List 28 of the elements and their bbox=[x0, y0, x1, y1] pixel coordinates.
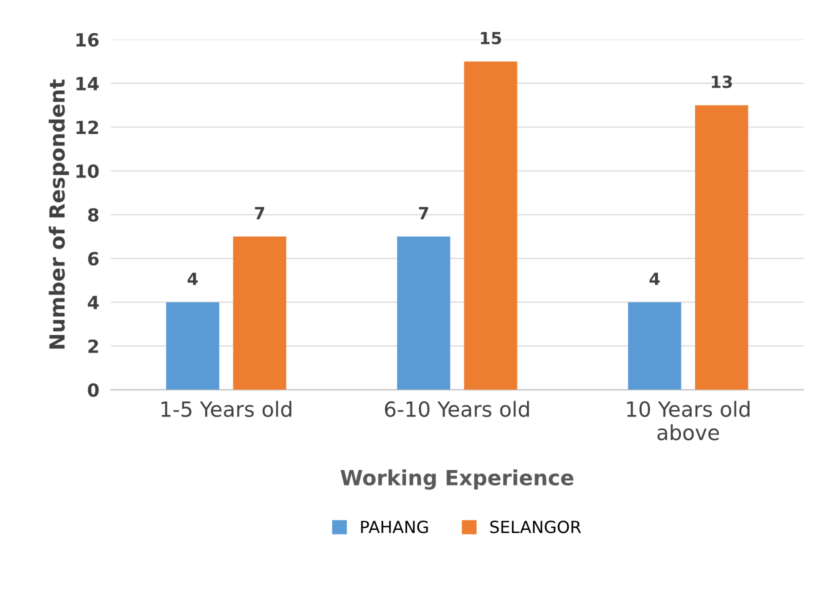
x-tick-label: 10 Years old above bbox=[627, 400, 750, 440]
y-tick-label: 2 bbox=[88, 339, 98, 353]
y-tick-label: 16 bbox=[76, 33, 99, 47]
y-tick-label: 6 bbox=[88, 252, 99, 266]
x-axis-title: Working Experience bbox=[340, 469, 574, 490]
y-tick-label: 0 bbox=[88, 383, 99, 397]
bar bbox=[166, 302, 220, 390]
data-label: 15 bbox=[480, 32, 502, 44]
y-tick-label: 14 bbox=[76, 77, 99, 90]
bar bbox=[695, 105, 748, 390]
legend-label: SELANGOR bbox=[490, 520, 581, 534]
y-tick-label: 12 bbox=[76, 120, 98, 134]
x-tick-label: 6-10 Years old bbox=[384, 400, 529, 417]
y-tick-label: 8 bbox=[88, 208, 98, 222]
data-label: 7 bbox=[254, 207, 264, 220]
data-label: 13 bbox=[712, 76, 732, 88]
bar bbox=[397, 236, 450, 390]
y-axis-title: Number of Respondent bbox=[48, 79, 69, 349]
bar bbox=[464, 61, 518, 390]
x-tick-label: 1-5 Years old bbox=[161, 400, 292, 417]
y-tick-label: 10 bbox=[76, 164, 99, 178]
data-label: 4 bbox=[650, 272, 660, 285]
y-tick-label: 4 bbox=[88, 296, 99, 310]
data-label: 4 bbox=[188, 272, 198, 285]
bar bbox=[233, 236, 286, 390]
bar bbox=[628, 302, 682, 390]
data-label: 7 bbox=[418, 207, 428, 220]
legend-label: PAHANG bbox=[361, 520, 428, 534]
